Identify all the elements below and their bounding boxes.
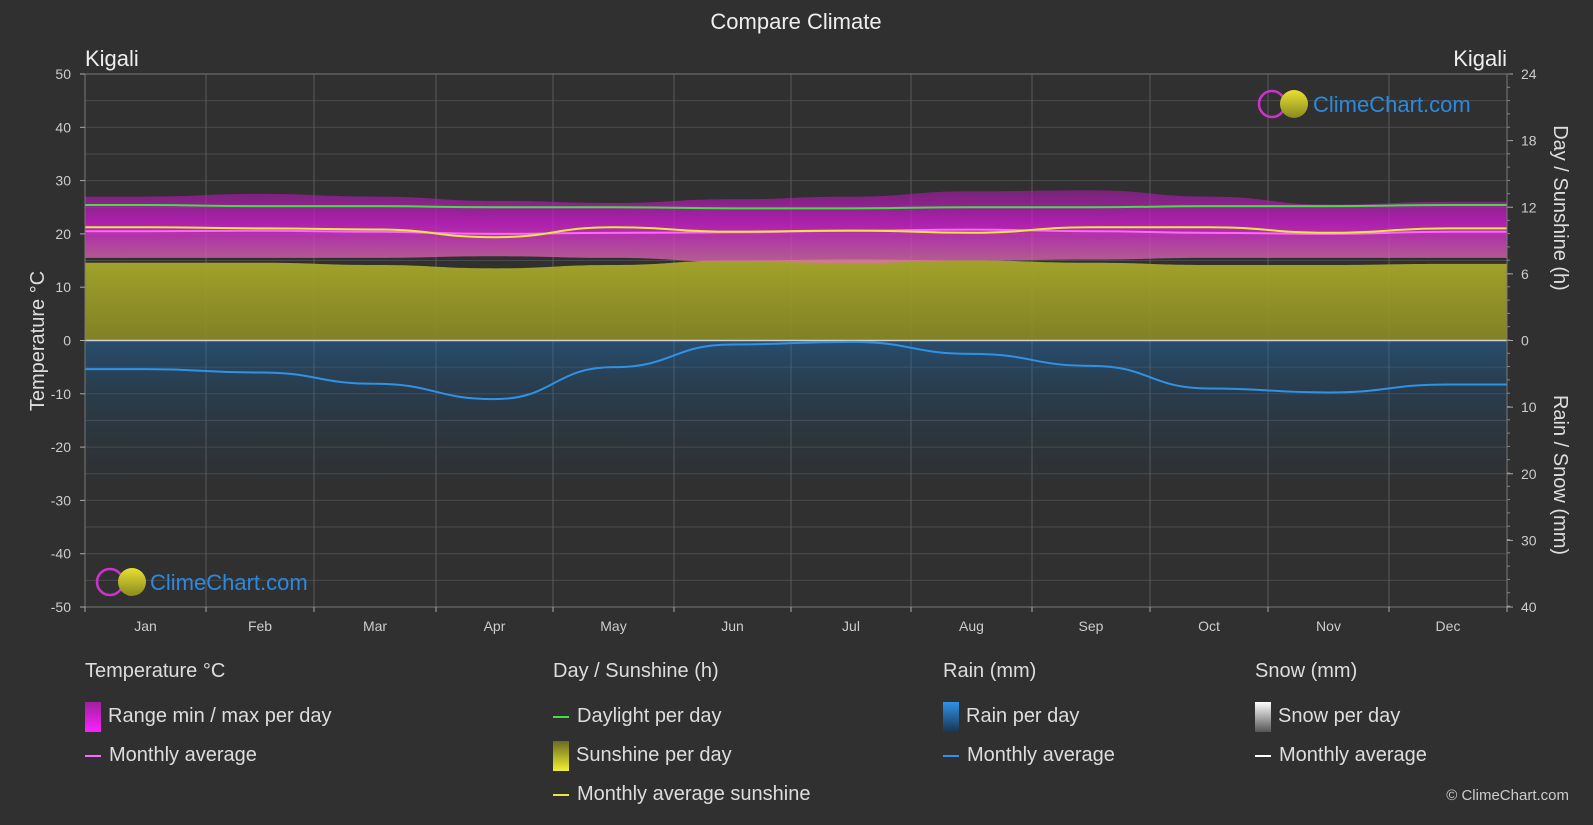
y-left-tick-label: 50 xyxy=(55,66,71,82)
legend-item-label: Monthly average xyxy=(1279,744,1427,766)
y-right-bottom-tick-label: 30 xyxy=(1521,532,1537,548)
chart-title: Compare Climate xyxy=(710,9,881,34)
x-tick-label: Feb xyxy=(248,618,272,634)
logo-sun-icon xyxy=(1280,90,1308,118)
legend-item: Sunshine per day xyxy=(553,736,810,775)
y-right-bottom-tick-label: 10 xyxy=(1521,399,1537,415)
x-tick-label: Dec xyxy=(1436,618,1461,634)
logo-sun-icon xyxy=(118,568,146,596)
y-axis-right-bottom-label: Rain / Snow (mm) xyxy=(1549,395,1571,555)
temperature-range-band xyxy=(85,190,1507,264)
y-left-tick-label: -10 xyxy=(51,386,71,402)
legend-item: Monthly average xyxy=(85,736,331,775)
legend-item: Daylight per day xyxy=(553,697,810,736)
y-left-tick-label: 30 xyxy=(55,173,71,189)
legend-sunshine-title: Day / Sunshine (h) xyxy=(553,660,719,682)
daylight-line xyxy=(85,204,1507,210)
legend-item-label: Range min / max per day xyxy=(108,705,332,727)
y-left-tick-label: 40 xyxy=(55,119,71,135)
y-right-top-tick-label: 12 xyxy=(1521,199,1537,215)
y-left-tick-label: -40 xyxy=(51,546,71,562)
rain-per-day-area xyxy=(85,340,1507,481)
logo-text: ClimeChart.com xyxy=(150,570,308,595)
legend-item-label: Sunshine per day xyxy=(576,744,732,766)
y-left-tick-label: 0 xyxy=(63,333,71,349)
legend-item: Range min / max per day xyxy=(85,697,331,736)
legend-item-label: Monthly average sunshine xyxy=(577,783,811,805)
y-axis-right-top-label: Day / Sunshine (h) xyxy=(1549,125,1571,291)
copyright: © ClimeChart.com xyxy=(1446,787,1569,804)
logo-bottom[interactable]: ClimeChart.com xyxy=(95,567,308,597)
legend-rain-title: Rain (mm) xyxy=(943,660,1037,682)
legend-temperature-title: Temperature °C xyxy=(85,660,226,682)
location-left: Kigali xyxy=(85,46,139,71)
legend-snow-title: Snow (mm) xyxy=(1255,660,1358,682)
legend-item-label: Snow per day xyxy=(1278,705,1401,727)
legend-item-label: Monthly average xyxy=(967,744,1115,766)
x-tick-label: Aug xyxy=(959,618,984,634)
y-right-top-tick-label: 6 xyxy=(1521,266,1529,282)
logo-top[interactable]: ClimeChart.com xyxy=(1257,89,1471,119)
x-tick-label: May xyxy=(600,618,626,634)
y-right-top-tick-label: 18 xyxy=(1521,133,1537,149)
y-left-tick-label: 10 xyxy=(55,279,71,295)
sunshine-area xyxy=(85,259,1507,341)
x-tick-label: Mar xyxy=(363,618,387,634)
x-tick-label: Jul xyxy=(842,618,860,634)
legend-sunshine: Day / Sunshine (h) Daylight per day Suns… xyxy=(553,660,810,814)
data-layer xyxy=(84,190,1507,481)
rain-average-line xyxy=(85,340,1507,401)
logo-text: ClimeChart.com xyxy=(1313,92,1471,117)
x-tick-label: Jan xyxy=(134,618,157,634)
y-left-tick-label: -20 xyxy=(51,439,71,455)
legend-item-label: Rain per day xyxy=(966,705,1080,727)
location-right: Kigali xyxy=(1453,46,1507,71)
legend-item-label: Monthly average xyxy=(109,744,257,766)
legend-temperature: Temperature °C Range min / max per day M… xyxy=(85,660,331,775)
y-left-tick-label: -30 xyxy=(51,492,71,508)
legend-rain: Rain (mm) Rain per day Monthly average xyxy=(943,660,1115,775)
y-left-tick-label: 20 xyxy=(55,226,71,242)
legend-snow: Snow (mm) Snow per day Monthly average xyxy=(1255,660,1427,775)
legend-item: Monthly average sunshine xyxy=(553,775,810,814)
legend-item: Monthly average xyxy=(943,736,1115,775)
legend-item: Rain per day xyxy=(943,697,1115,736)
y-right-bottom-tick-label: 20 xyxy=(1521,466,1537,482)
axes: 50 40 30 20 10 0 -10 -20 -30 -40 -50 24 18 12 6 0 10 20 30… xyxy=(51,66,1537,634)
x-tick-label: Jun xyxy=(721,618,744,634)
y-right-top-tick-label: 24 xyxy=(1521,66,1537,82)
x-tick-label: Sep xyxy=(1079,618,1104,634)
x-tick-label: Nov xyxy=(1316,618,1341,634)
x-tick-label: Apr xyxy=(484,618,506,634)
y-right-bottom-tick-label: 40 xyxy=(1521,599,1537,615)
legend-item: Snow per day xyxy=(1255,697,1427,736)
sunshine-average-line xyxy=(85,226,1507,239)
x-tick-label: Oct xyxy=(1198,618,1220,634)
y-axis-left-label: Temperature °C xyxy=(27,271,49,411)
legend-item-label: Daylight per day xyxy=(577,705,722,727)
y-left-tick-label: -50 xyxy=(51,599,71,615)
y-right-top-tick-label: 0 xyxy=(1521,333,1529,349)
legend-item: Monthly average xyxy=(1255,736,1427,775)
